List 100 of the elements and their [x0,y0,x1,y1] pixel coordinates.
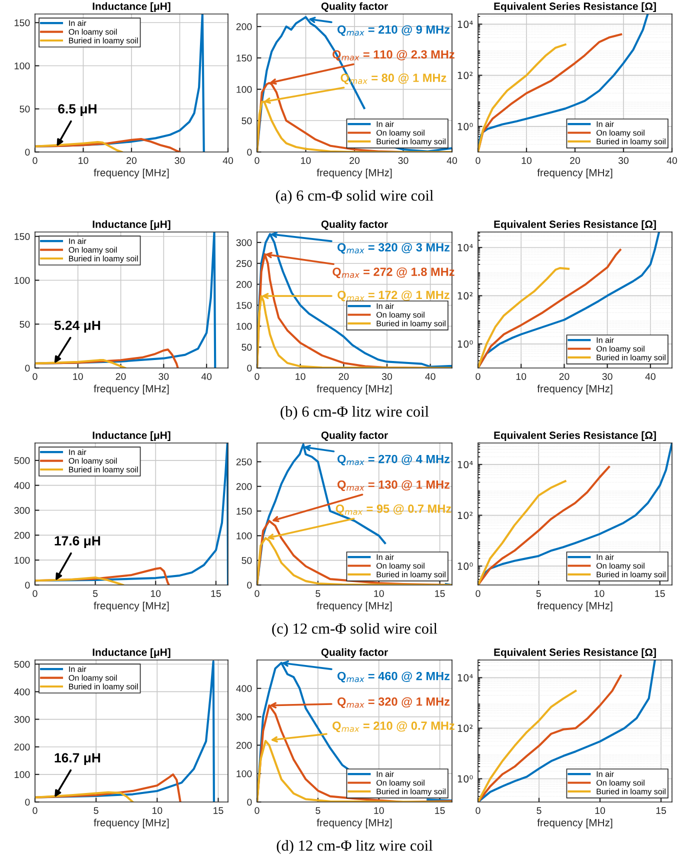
x-tick-label: 5 [316,590,320,597]
line-series [478,267,570,368]
x-tick-label: 10 [78,157,88,164]
x-tick-label: 15 [435,807,445,814]
text: (c) 12 cm-Φ solid wire coil [272,623,438,637]
chart-title: Inductance [μH] [92,648,170,658]
x-tick-label: 5 [93,590,98,597]
y-tick-label: 10⁴ [458,674,473,682]
x-axis-title: frequency [MHz] [316,384,392,394]
y-tick-label: 0 [25,148,30,156]
annotation: Q$_{max}$ = 320 @ 3 MHz [337,242,450,254]
line-series [478,43,566,152]
y-tick-label: 500 [14,457,30,464]
y-tick-label: 50 [20,106,30,112]
legend-label: In air [596,121,614,127]
legend-label: Buried in loamy soil [69,466,138,474]
x-tick-label: 0 [32,590,38,597]
legend-label: In air [69,449,86,455]
y-tick-label: 100 [236,532,252,540]
legend-label: On loamy soil [68,28,117,36]
x-tick-label: 5 [536,590,541,597]
y-tick-label: 200 [14,532,30,539]
chart-title: Quality factor [321,2,388,12]
x-tick-label: 15 [655,590,665,597]
x-tick-label: 20 [559,373,570,380]
x-tick-label: 40 [645,373,656,380]
annotation: Q$_{max}$ = 460 @ 2 MHz [337,672,450,682]
legend-label: Buried in loamy soil [376,788,446,796]
x-tick-label: 40 [201,373,212,380]
x-tick-label: 30 [158,373,169,380]
annotation: Q$_{max}$ = 172 @ 1 MHz [338,290,450,302]
x-tick-label: 0 [32,157,38,164]
line-series [478,480,566,585]
legend-label: On loamy soil [596,562,644,570]
y-tick-label: 300 [14,716,30,723]
y-tick-label: 150 [14,19,30,26]
x-tick-label: 0 [476,157,480,164]
x-tick-label: 10 [595,807,606,814]
y-tick-label: 10⁰ [458,775,473,783]
annotation: 5.24 μH [54,320,100,333]
x-tick-label: 10 [301,157,311,164]
legend-label: On loamy soil [68,674,117,682]
y-tick-label: 10⁴ [458,460,473,468]
line-series [35,576,124,585]
x-tick-label: 30 [398,157,408,164]
chart-title: Quality factor [321,648,388,658]
legend-label: In air [69,238,86,244]
chart-title: Inductance [μH] [92,2,170,12]
y-tick-label: 150 [236,302,252,309]
legend-label: In air [376,303,394,309]
chart-title: Equivalent Series Resistance [Ω] [494,220,656,230]
y-tick-label: 0 [247,582,252,589]
x-tick-label: 10 [296,373,306,380]
y-tick-label: 100 [14,276,30,284]
legend-label: In air [69,666,86,672]
x-axis-title: frequency [MHz] [316,602,392,612]
y-tick-label: 500 [14,660,30,668]
x-axis-title: frequency [MHz] [537,818,612,828]
x-tick-label: 20 [338,373,349,380]
x-tick-label: 10 [152,807,162,814]
y-tick-label: 200 [14,744,30,750]
x-axis-title: frequency [MHz] [316,818,392,828]
x-tick-label: 10 [374,590,384,597]
y-tick-label: 0 [247,148,252,156]
y-tick-label: 50 [242,117,252,124]
line-series [478,690,577,802]
y-tick-label: 400 [14,688,30,696]
line-series [35,359,126,368]
legend-label: Buried in loamy soil [596,571,666,579]
legend-label: In air [596,337,614,343]
y-tick-label: 300 [236,714,252,720]
x-tick-label: 10 [150,590,161,597]
y-tick-label: 10² [458,724,473,732]
text: (b) 6 cm-Φ litz wire coil [280,406,429,420]
legend-label: On loamy soil [68,458,117,466]
x-tick-label: 0 [32,373,38,380]
y-tick-label: 100 [236,770,252,778]
x-tick-label: 15 [656,807,666,814]
y-tick-label: 0 [25,364,30,372]
y-tick-label: 300 [14,506,30,514]
y-tick-label: 50 [242,557,252,564]
x-tick-label: 5 [536,807,542,814]
legend-label: On loamy soil [376,780,424,788]
y-tick-label: 250 [236,458,252,466]
x-axis-title: frequency [MHz] [94,384,169,394]
x-tick-label: 40 [222,157,234,164]
x-tick-label: 5 [94,807,98,814]
legend-label: On loamy soil [68,246,117,254]
annotation: Q$_{max}$ = 95 @ 0.7 MHz [336,504,452,516]
annotation: 6.5 μH [58,104,96,116]
y-tick-label: 200 [236,23,252,30]
legend-label: In air [69,20,86,26]
y-tick-label: 100 [236,322,252,330]
x-tick-label: 10 [374,807,384,814]
legend-label: Buried in loamy soil [596,138,666,146]
y-tick-label: 300 [236,239,252,246]
legend-label: Buried in loamy soil [596,354,666,362]
y-tick-label: 200 [236,483,252,490]
annotation: Q$_{max}$ = 210 @ 9 MHz [337,25,450,36]
x-tick-label: 20 [126,157,137,164]
